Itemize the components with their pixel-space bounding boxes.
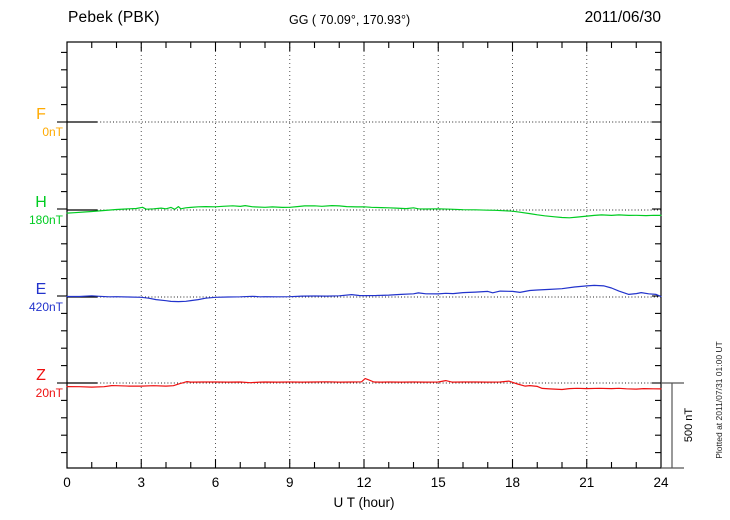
component-label-h: H [35,194,47,211]
x-tick-label: 9 [285,475,294,490]
x-tick-label: 21 [579,475,595,490]
component-baseline-h: 180nT [28,213,63,227]
component-baseline-z: 20nT [35,386,63,400]
plotted-at-note: Plotted at 2011/07/31 01:00 UT [714,341,724,459]
component-label-e: E [35,281,47,298]
x-tick-label: 18 [504,475,521,490]
x-tick-label: 6 [211,475,220,490]
scale-bar-label: 500 nT [683,407,695,443]
x-tick-label: 3 [137,475,145,490]
component-baseline-e: 420nT [28,300,63,314]
x-axis-labels: 0 3 6 9 12 15 18 21 24 [0,475,730,495]
x-tick-label: 24 [653,475,669,490]
plot-date: 2011/06/30 [584,9,661,26]
component-label-z: Z [36,367,46,384]
x-tick-label: 0 [63,475,71,490]
geographic-coordinates: GG ( 70.09°, 170.93°) [289,13,411,27]
component-baseline-f: 0nT [42,125,63,139]
station-title: Pebek (PBK) [68,9,160,26]
component-label-f: F [36,106,46,123]
x-tick-label: 15 [430,475,446,490]
x-tick-label: 12 [356,475,372,490]
x-axis-title: U T (hour) [333,495,395,510]
